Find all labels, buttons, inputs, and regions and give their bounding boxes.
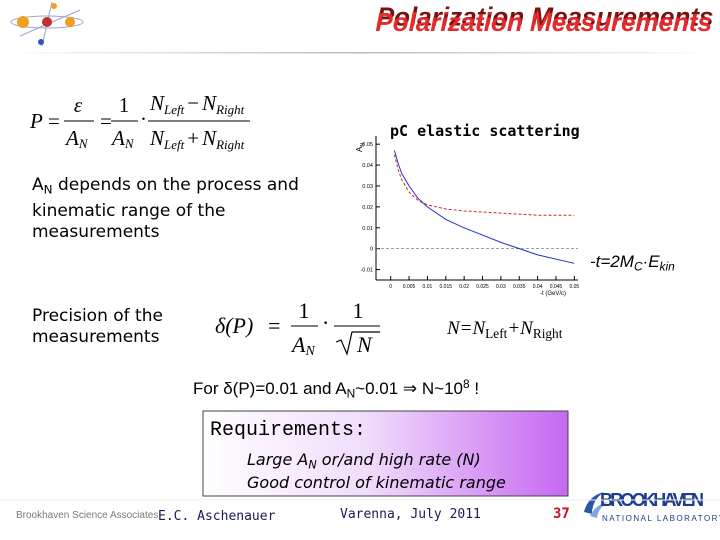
- x-axis-label: -t (GeV/c): [540, 291, 566, 297]
- curve: [393, 150, 575, 264]
- slide-title: Polarization Measurements: [375, 7, 712, 37]
- x-tick-label: 0.03: [496, 284, 506, 290]
- x-tick-label: 0.005: [403, 284, 416, 290]
- x-tick-label: 0.015: [440, 284, 453, 290]
- y-tick-label: 0.01: [362, 226, 373, 232]
- requirement-item: Good control of kinematic range: [247, 473, 506, 492]
- footer-author: E.C. Aschenauer: [158, 509, 276, 524]
- page-number: 37: [553, 506, 570, 522]
- formula-numerator: NLeft − NRight: [149, 91, 245, 117]
- requirements-box: [202, 410, 569, 497]
- y-tick-label: 0: [370, 247, 373, 253]
- curve: [393, 154, 575, 216]
- footer-venue: Varenna, July 2011: [340, 507, 481, 522]
- sqrt-sign: [335, 331, 380, 356]
- x-tick-label: 0.045: [550, 284, 563, 290]
- formula-symbol: N: [356, 332, 373, 357]
- asymmetry-plot: -0.01 0 0.01 0.02 0.03 0.04 0.05 0 0.005 0.01 0.01…: [355, 122, 580, 297]
- an-statement: AN depends on the process and kinematic …: [32, 175, 299, 242]
- y-axis-label: AN: [355, 143, 366, 152]
- bnl-subtitle: NATIONAL LABORATORY: [602, 514, 720, 523]
- logo-atom: [10, 1, 84, 47]
- footer-org: Brookhaven Science Associates: [16, 510, 158, 521]
- formula-symbol: AN: [290, 332, 315, 359]
- formula-symbol: =: [100, 109, 112, 133]
- formula-symbol: P: [29, 109, 43, 133]
- formula-symbol: δ(P): [215, 313, 253, 338]
- x-tick-label: 0.04: [533, 284, 543, 290]
- requirements-heading: Requirements:: [210, 419, 367, 442]
- kinematics-label: -t=2MC·Ekin: [590, 252, 675, 274]
- x-tick-label: 0.05: [569, 284, 579, 290]
- x-tick-label: 0.01: [423, 284, 433, 290]
- x-tick-label: 0.035: [513, 284, 526, 290]
- requirement-item: Large AN or/and high rate (N): [247, 450, 481, 472]
- formula-symbol: 1: [353, 298, 364, 323]
- formula-denominator: NLeft + NRight: [149, 126, 245, 152]
- formula-symbol: AN: [64, 126, 89, 151]
- y-tick-label: 0.05: [362, 142, 373, 148]
- y-tick-label: -0.01: [360, 268, 373, 274]
- x-tick-label: 0.02: [459, 284, 469, 290]
- y-tick-label: 0.04: [362, 163, 373, 169]
- x-tick-label: 0: [389, 284, 392, 290]
- x-tick-label: 0.025: [476, 284, 489, 290]
- y-tick-label: 0.03: [362, 184, 373, 190]
- header-rule: [0, 52, 720, 54]
- formula-symbol: ·: [140, 107, 147, 131]
- slide-title-shadow: Polarization Measurements: [377, 2, 714, 32]
- count-definition: N=NLeft+NRight: [447, 318, 563, 341]
- precision-formula: δ(P) = 1 AN · 1 N: [215, 298, 380, 359]
- plot-title: pC elastic scattering: [390, 122, 580, 140]
- formula-symbol: =: [48, 109, 60, 133]
- estimate-line: For δ(P)=0.01 and AN~0.01 ⇒ N~108 !: [193, 377, 480, 401]
- formula-symbol: ·: [322, 310, 329, 335]
- bnl-logo: BROOKHAVEN NATIONAL LABORATORY: [584, 490, 720, 523]
- y-tick-label: 0.02: [362, 205, 373, 211]
- polarization-formula: P = ε AN = 1 AN · NLeft − NRight NLeft + NRi…: [29, 91, 250, 152]
- formula-symbol: ε: [74, 93, 83, 117]
- formula-symbol: AN: [110, 126, 135, 151]
- formula-symbol: 1: [299, 298, 310, 323]
- precision-label: Precision of the measurements: [32, 306, 163, 347]
- formula-symbol: 1: [119, 93, 130, 117]
- formula-symbol: =: [268, 313, 280, 338]
